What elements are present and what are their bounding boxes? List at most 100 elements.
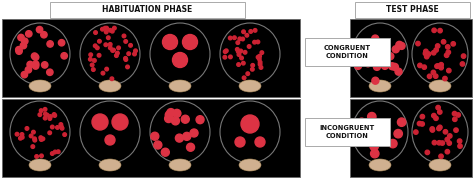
Ellipse shape	[436, 160, 438, 162]
Circle shape	[112, 48, 115, 52]
Circle shape	[451, 42, 456, 46]
Circle shape	[445, 150, 449, 154]
Circle shape	[116, 51, 119, 55]
Circle shape	[228, 36, 232, 40]
Circle shape	[235, 137, 245, 147]
Circle shape	[370, 142, 378, 151]
Text: TEST PHASE: TEST PHASE	[386, 5, 439, 14]
Circle shape	[239, 49, 243, 53]
Circle shape	[51, 125, 54, 129]
Circle shape	[35, 155, 38, 158]
Circle shape	[435, 64, 439, 68]
Ellipse shape	[379, 160, 381, 162]
Circle shape	[436, 105, 440, 110]
Ellipse shape	[105, 81, 108, 83]
Circle shape	[365, 60, 372, 67]
Circle shape	[353, 120, 361, 128]
Ellipse shape	[182, 160, 184, 162]
Circle shape	[22, 38, 28, 44]
Circle shape	[190, 129, 198, 137]
Ellipse shape	[249, 168, 251, 170]
Circle shape	[241, 37, 245, 41]
FancyBboxPatch shape	[305, 118, 390, 146]
Circle shape	[437, 126, 441, 131]
Circle shape	[31, 53, 38, 59]
Ellipse shape	[379, 81, 381, 83]
Circle shape	[33, 138, 36, 142]
Circle shape	[432, 113, 436, 118]
Circle shape	[18, 34, 24, 41]
Circle shape	[420, 122, 424, 126]
Circle shape	[15, 132, 19, 136]
Circle shape	[182, 35, 198, 50]
Circle shape	[42, 62, 48, 68]
Circle shape	[58, 40, 65, 46]
Ellipse shape	[429, 80, 451, 92]
FancyBboxPatch shape	[355, 2, 470, 18]
Circle shape	[373, 122, 381, 131]
Circle shape	[439, 63, 443, 67]
Ellipse shape	[252, 81, 255, 83]
Circle shape	[187, 143, 194, 151]
Ellipse shape	[438, 81, 441, 83]
Circle shape	[389, 139, 397, 148]
Circle shape	[241, 115, 259, 133]
Circle shape	[112, 26, 116, 30]
Text: INCONGRUENT
CONDITION: INCONGRUENT CONDITION	[320, 126, 375, 138]
Circle shape	[446, 50, 450, 54]
Circle shape	[91, 68, 95, 71]
Circle shape	[16, 48, 22, 54]
Ellipse shape	[182, 81, 184, 83]
Circle shape	[258, 63, 262, 66]
Circle shape	[431, 51, 436, 55]
Circle shape	[53, 150, 57, 154]
Circle shape	[56, 150, 60, 153]
Ellipse shape	[39, 81, 41, 83]
Circle shape	[396, 41, 403, 48]
Circle shape	[258, 54, 261, 58]
Ellipse shape	[442, 160, 445, 162]
Circle shape	[109, 43, 112, 46]
Ellipse shape	[36, 160, 38, 162]
Ellipse shape	[246, 168, 248, 170]
Circle shape	[394, 129, 402, 138]
Circle shape	[151, 132, 159, 140]
Circle shape	[397, 118, 406, 126]
Circle shape	[425, 150, 429, 155]
Circle shape	[368, 113, 376, 121]
Circle shape	[20, 136, 24, 139]
Circle shape	[242, 76, 246, 80]
Circle shape	[43, 116, 47, 120]
Circle shape	[60, 127, 64, 130]
Ellipse shape	[252, 168, 255, 170]
Circle shape	[103, 26, 107, 30]
Circle shape	[47, 41, 54, 47]
Circle shape	[49, 115, 52, 118]
Circle shape	[427, 52, 431, 56]
Circle shape	[447, 68, 451, 73]
Circle shape	[251, 64, 255, 67]
Circle shape	[237, 63, 240, 66]
Circle shape	[259, 66, 263, 69]
Circle shape	[94, 31, 97, 34]
Ellipse shape	[112, 168, 115, 170]
Circle shape	[392, 46, 399, 53]
Circle shape	[18, 136, 22, 140]
Circle shape	[61, 53, 67, 59]
Circle shape	[372, 35, 379, 42]
Circle shape	[456, 113, 460, 117]
Circle shape	[242, 61, 245, 65]
Circle shape	[365, 45, 371, 52]
Circle shape	[96, 46, 99, 50]
Ellipse shape	[429, 159, 451, 171]
Ellipse shape	[99, 80, 121, 92]
Circle shape	[126, 65, 129, 69]
Circle shape	[97, 53, 101, 57]
Circle shape	[25, 127, 29, 130]
Bar	[350, 99, 472, 177]
Circle shape	[357, 56, 364, 63]
Bar	[2, 99, 300, 177]
Ellipse shape	[36, 81, 38, 83]
Circle shape	[436, 64, 440, 68]
Circle shape	[379, 130, 387, 139]
